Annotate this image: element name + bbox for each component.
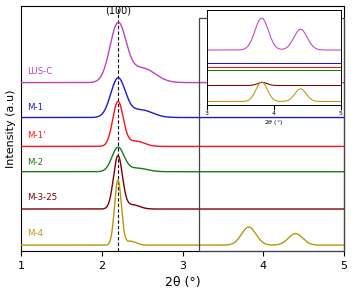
Text: (110): (110) xyxy=(234,18,260,28)
Text: M-1': M-1' xyxy=(28,132,46,140)
X-axis label: 2θ (°): 2θ (°) xyxy=(165,276,201,289)
Text: M-3-25: M-3-25 xyxy=(28,194,58,202)
Text: (100): (100) xyxy=(105,6,131,16)
Text: LUS-C: LUS-C xyxy=(28,67,53,76)
Text: M-4: M-4 xyxy=(28,229,44,237)
Y-axis label: Intensity (a.u): Intensity (a.u) xyxy=(6,89,16,168)
Text: (200): (200) xyxy=(281,18,307,28)
Text: M-1: M-1 xyxy=(28,103,44,112)
Text: M-2: M-2 xyxy=(28,158,44,167)
Bar xyxy=(199,18,344,251)
